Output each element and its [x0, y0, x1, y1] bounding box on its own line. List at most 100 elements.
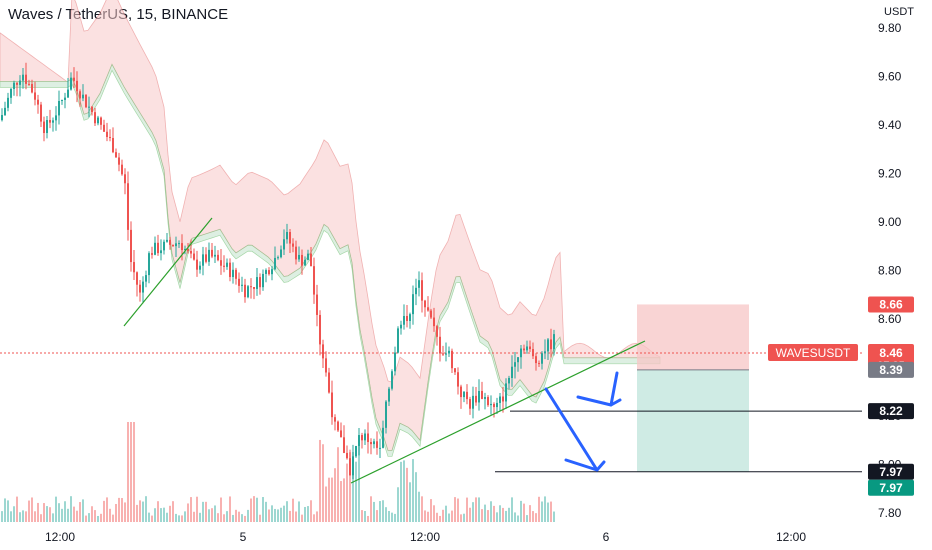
volume-bar	[418, 491, 420, 522]
target-price-label	[868, 479, 914, 496]
candle	[52, 120, 54, 123]
volume-bar	[439, 515, 441, 522]
x-tick-label: 5	[240, 530, 247, 544]
candle	[79, 91, 81, 99]
volume-bar	[304, 506, 306, 522]
volume-bar	[457, 498, 459, 522]
candle	[217, 254, 219, 261]
candle	[403, 315, 405, 325]
volume-bar	[79, 502, 81, 522]
candle	[304, 259, 306, 266]
volume-bar	[460, 514, 462, 522]
volume-bar	[31, 497, 33, 522]
volume-bar	[139, 500, 141, 522]
volume-bar	[220, 497, 222, 522]
volume-bar	[532, 511, 534, 522]
volume-bar	[337, 447, 339, 522]
candle	[31, 84, 33, 93]
candle	[46, 119, 48, 134]
volume-bar	[97, 515, 99, 522]
candle	[376, 441, 378, 448]
candle	[205, 254, 207, 262]
candle	[94, 112, 96, 124]
volume-bar	[316, 511, 318, 522]
candle	[103, 124, 105, 132]
candle	[22, 74, 24, 81]
volume-bar	[331, 477, 333, 522]
candle	[475, 395, 477, 403]
candle	[76, 80, 78, 92]
candle	[388, 388, 390, 402]
target-price-label-text: 7.97	[879, 481, 903, 495]
candle	[175, 243, 177, 247]
volume-bar	[61, 508, 63, 522]
volume-bar	[361, 510, 363, 522]
volume-bar	[526, 515, 528, 522]
candle	[379, 447, 381, 449]
volume-bar	[310, 500, 312, 522]
candle	[292, 243, 294, 247]
volume-bar	[421, 496, 423, 522]
volume-bar	[547, 502, 549, 522]
candle	[64, 97, 66, 100]
volume-bar	[136, 504, 138, 522]
candle	[268, 270, 270, 275]
volume-bar	[379, 501, 381, 522]
candle	[163, 241, 165, 251]
volume-bar	[424, 510, 426, 522]
candle	[511, 366, 513, 379]
candle	[283, 239, 285, 250]
y-tick-label: 9.40	[878, 118, 902, 132]
candle	[499, 396, 501, 403]
candle	[544, 351, 546, 354]
volume-bar	[478, 497, 480, 522]
candle	[127, 183, 129, 230]
candle	[160, 250, 162, 254]
candle	[232, 269, 234, 278]
volume-bar	[22, 510, 24, 522]
candle	[394, 352, 396, 372]
volume-bar	[289, 510, 291, 522]
volume-bar	[277, 509, 279, 522]
candle	[295, 246, 297, 260]
y-tick-label: 9.00	[878, 215, 902, 229]
volume-bar	[535, 513, 537, 522]
volume-bar	[187, 503, 189, 522]
stop-price-label-text: 8.66	[879, 297, 903, 311]
volume-bar	[142, 501, 144, 522]
candle	[157, 242, 159, 254]
candle	[382, 427, 384, 448]
volume-bar	[490, 501, 492, 522]
forecast-arrow	[544, 387, 606, 472]
candle	[274, 257, 276, 270]
candle	[523, 348, 525, 351]
y-tick-label: 9.80	[878, 21, 902, 35]
volume-bar	[115, 503, 117, 522]
candle	[73, 77, 75, 81]
candle	[307, 253, 309, 260]
candle	[334, 417, 336, 422]
candle	[136, 272, 138, 285]
volume-bar	[172, 501, 174, 522]
candle	[34, 92, 36, 100]
volume-bar	[244, 515, 246, 522]
volume-bar	[403, 460, 405, 522]
candle	[49, 119, 51, 123]
candle	[271, 269, 273, 275]
candle	[487, 397, 489, 406]
volume-bar	[364, 511, 366, 522]
volume-bar	[301, 514, 303, 522]
candle	[16, 82, 18, 85]
candle	[58, 101, 60, 116]
volume-bar	[376, 510, 378, 522]
volume-bar	[358, 438, 360, 522]
volume-bar	[295, 511, 297, 522]
candle	[109, 137, 111, 139]
volume-bar	[442, 509, 444, 522]
volume-bar	[112, 514, 114, 522]
entry-price-label	[868, 361, 914, 378]
volume-bar	[397, 487, 399, 522]
candle	[322, 344, 324, 359]
candle	[244, 284, 246, 298]
